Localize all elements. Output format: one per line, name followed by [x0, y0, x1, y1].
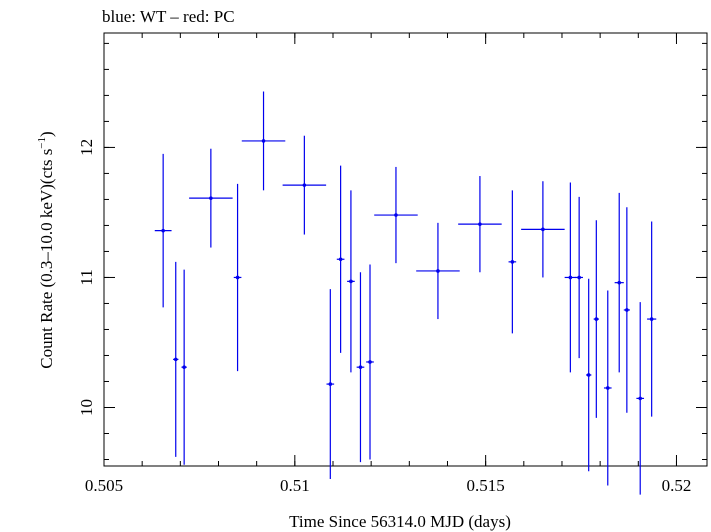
point-marker [625, 308, 629, 312]
point-marker [436, 269, 440, 273]
data-point [458, 176, 502, 273]
point-marker [638, 396, 643, 401]
x-tick-label: 0.515 [467, 476, 505, 495]
point-marker [586, 373, 591, 377]
x-tick-label: 0.51 [280, 476, 310, 495]
data-point [173, 261, 179, 457]
data-point [636, 302, 645, 495]
data-point [347, 190, 355, 373]
point-marker [368, 360, 372, 364]
data-point [508, 190, 517, 334]
point-marker [358, 365, 363, 369]
data-point [416, 222, 460, 320]
data-point [233, 183, 242, 372]
point-marker [302, 183, 307, 187]
data-point [521, 181, 565, 278]
data-point [564, 182, 577, 373]
data-point [575, 196, 583, 359]
point-marker [394, 213, 398, 217]
y-axis-label: Count Rate (0.3–10.0 keV)(cts s−1) [36, 131, 56, 368]
point-marker [577, 275, 581, 280]
point-marker [182, 365, 186, 369]
point-marker [649, 317, 654, 321]
data-point [336, 165, 345, 353]
data-point [603, 290, 612, 486]
data-point [282, 135, 327, 235]
axis-tick-labels: 0.505 0.51 0.515 0.52 10 11 12 [77, 139, 691, 495]
point-marker [605, 386, 610, 390]
x-tick-label: 0.52 [662, 476, 692, 495]
point-marker [478, 222, 482, 226]
y-axis-label-close: ) [37, 131, 56, 137]
axis-ticks [103, 33, 707, 466]
point-marker [338, 257, 343, 262]
point-marker [209, 196, 213, 200]
data-points [154, 91, 657, 495]
data-point [586, 278, 592, 472]
point-marker [617, 280, 622, 285]
y-tick-label: 10 [77, 399, 96, 416]
data-point [623, 207, 630, 413]
point-marker [173, 357, 178, 362]
point-marker [161, 228, 165, 233]
y-axis-label-main: Count Rate (0.3–10.0 keV)(cts s [37, 149, 56, 369]
x-axis-label: Time Since 56314.0 MJD (days) [289, 512, 511, 531]
point-marker [594, 317, 599, 321]
point-marker [328, 382, 333, 386]
data-point [593, 220, 599, 418]
data-point [366, 264, 374, 460]
plot-frame [103, 32, 708, 467]
point-marker [349, 279, 353, 284]
data-point [189, 148, 233, 248]
point-marker [510, 260, 515, 264]
y-tick-label: 11 [77, 269, 96, 285]
y-tick-label: 12 [77, 139, 96, 156]
data-point [374, 166, 418, 264]
data-point [154, 153, 172, 308]
data-point [326, 289, 335, 480]
point-marker [235, 275, 240, 280]
data-point [241, 91, 286, 191]
point-marker [261, 139, 266, 143]
chart-title: blue: WT – red: PC [102, 7, 235, 26]
point-marker [568, 275, 573, 280]
data-point [647, 221, 657, 417]
data-point [614, 192, 624, 373]
data-point [181, 269, 187, 465]
y-axis-label-sup: −1 [36, 137, 48, 149]
data-point [356, 272, 365, 463]
point-marker [541, 227, 545, 232]
x-tick-label: 0.505 [85, 476, 123, 495]
